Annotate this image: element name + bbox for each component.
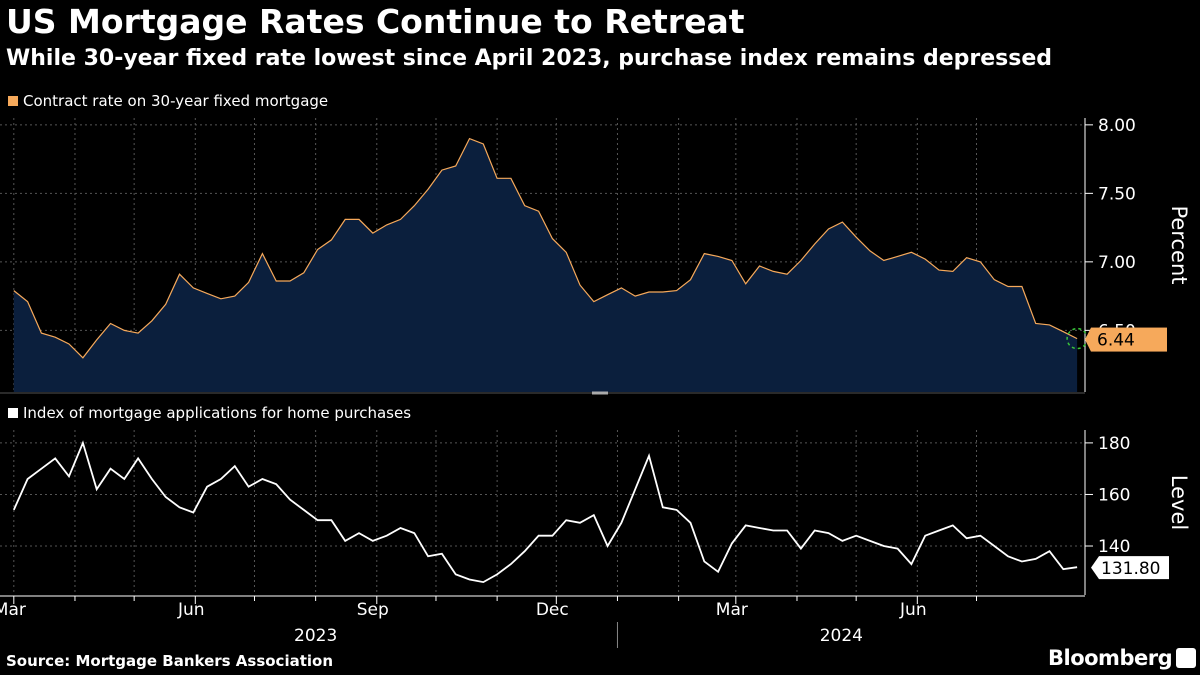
rate-last-value-label: 6.44 [1097, 331, 1135, 351]
rate-last-value-badge [1091, 327, 1167, 352]
bloomberg-chart-icon [1176, 648, 1196, 668]
rate-badge-pointer [1085, 327, 1091, 352]
legend-rate-label: Contract rate on 30-year fixed mortgage [23, 92, 329, 110]
x-tick-label: Jun [177, 600, 205, 620]
panel-index: 140 160 180 Level 131.80 [0, 430, 1191, 595]
ytick-label-index: 180 [1098, 434, 1130, 454]
x-tick-label: Jun [899, 600, 927, 620]
chart-subtitle: While 30-year fixed rate lowest since Ap… [6, 46, 1053, 71]
legend-rate-swatch [8, 96, 18, 106]
chart-title: US Mortgage Rates Continue to Retreat [6, 2, 745, 41]
rate-line [13, 137, 1078, 359]
index-last-value-badge [1091, 556, 1169, 580]
ytick-label-rate: 8.00 [1098, 116, 1136, 136]
index-last-value-label: 131.80 [1101, 559, 1160, 579]
legend-rate: Contract rate on 30-year fixed mortgage [8, 92, 328, 110]
x-tick-label: Sep [357, 600, 389, 620]
legend-index-swatch [8, 408, 18, 418]
x-tick-label: Mar [0, 600, 26, 620]
y-axis-title-index: Level [1167, 475, 1191, 530]
x-year-label: 2024 [820, 626, 863, 646]
y-axis-title-rate: Percent [1167, 205, 1191, 284]
ytick-label-rate: 7.50 [1098, 184, 1136, 204]
ytick-label-index: 140 [1098, 537, 1130, 557]
x-axis: Mar Jun Sep Dec Mar Jun 2023 2024 [0, 595, 1085, 648]
bloomberg-logo: Bloomberg [1048, 646, 1173, 670]
legend-index-label: Index of mortgage applications for home … [23, 404, 412, 422]
x-tick-label: Dec [536, 600, 569, 620]
legend-index: Index of mortgage applications for home … [8, 404, 411, 422]
ytick-label-index: 160 [1098, 485, 1130, 505]
x-year-label: 2023 [294, 626, 337, 646]
rate-area [13, 138, 1078, 392]
ytick-label-rate: 7.00 [1098, 253, 1136, 273]
index-line [12, 440, 1078, 584]
source-note: Source: Mortgage Bankers Association [6, 652, 334, 670]
x-tick-label: Mar [716, 600, 748, 620]
